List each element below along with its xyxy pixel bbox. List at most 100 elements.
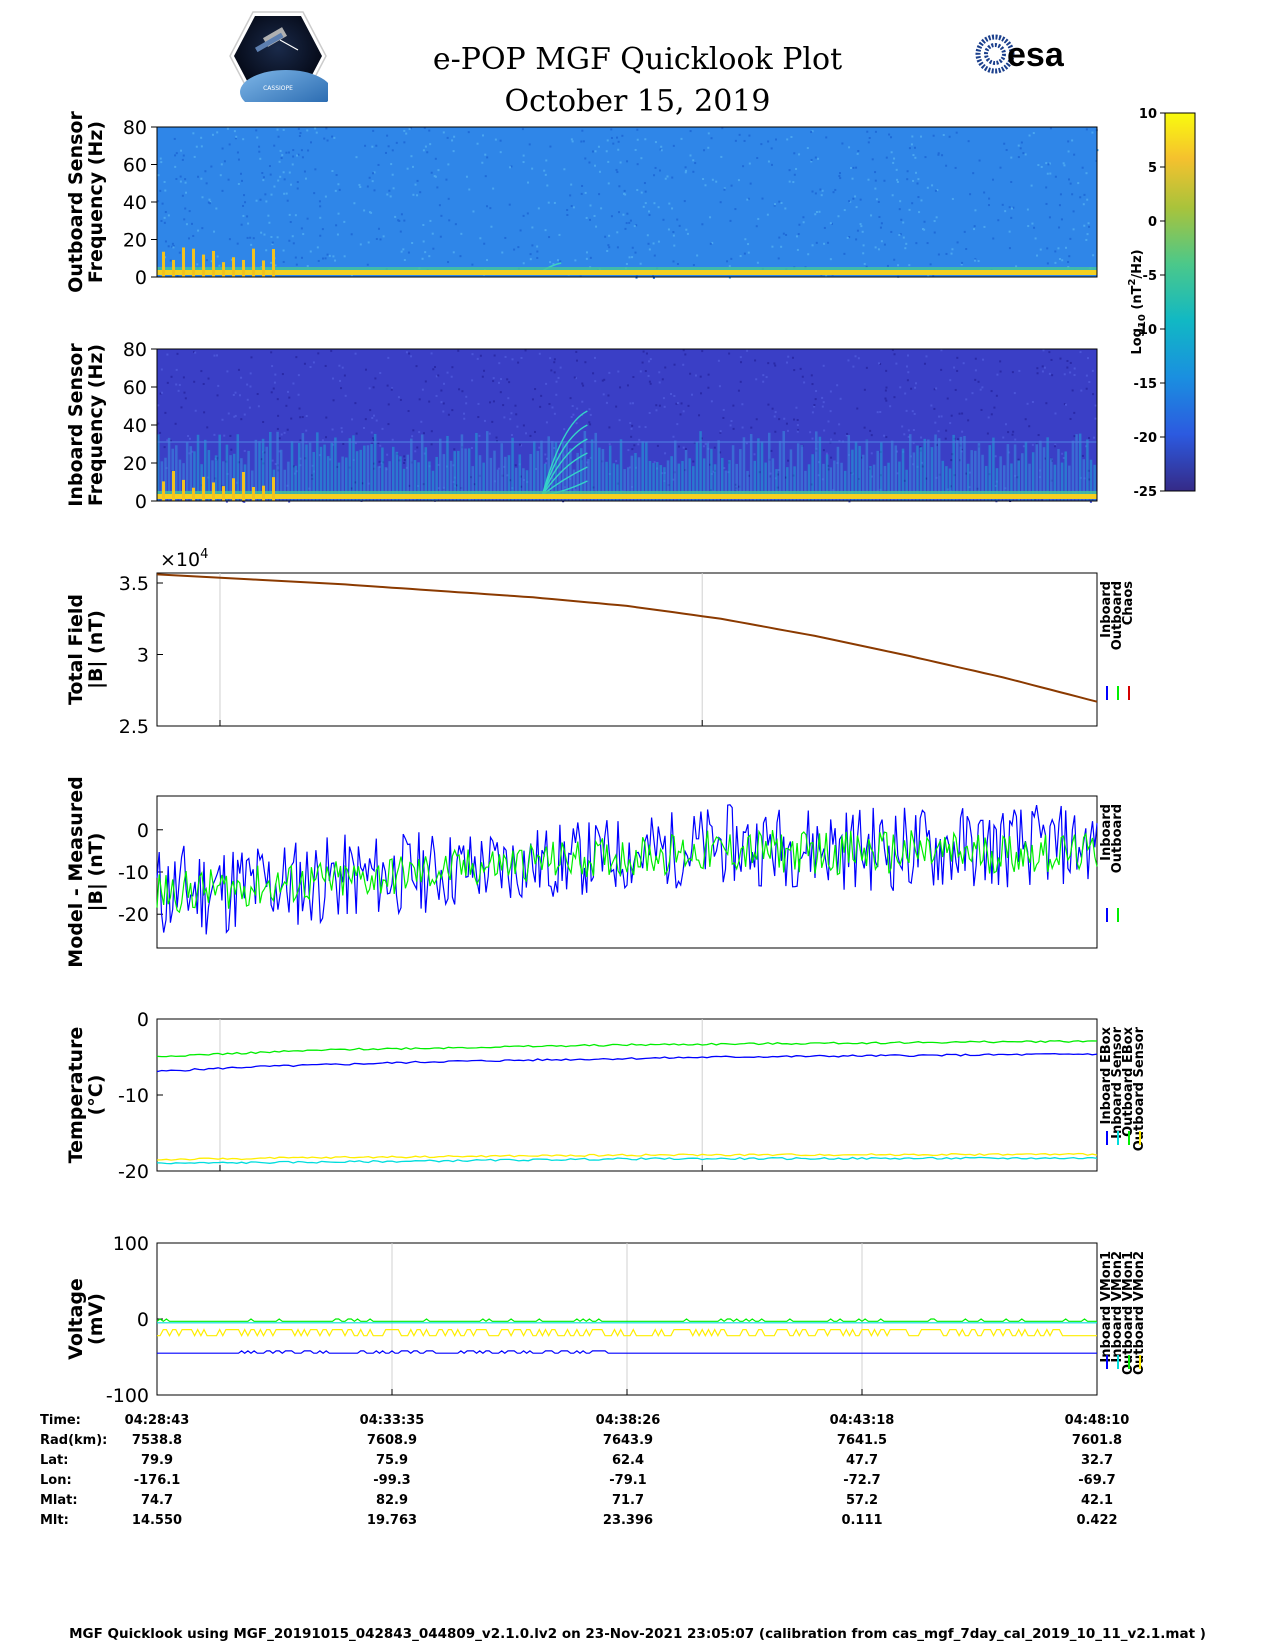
noise-pixel — [363, 209, 366, 212]
striation — [352, 435, 355, 501]
noise-pixel — [1020, 141, 1023, 144]
noise-pixel — [591, 150, 594, 153]
noise-pixel — [1091, 131, 1094, 134]
noise-pixel — [263, 451, 266, 454]
striation — [587, 458, 590, 501]
noise-pixel — [788, 169, 791, 172]
striation — [475, 432, 478, 501]
noise-pixel — [992, 237, 995, 240]
noise-pixel — [999, 370, 1002, 373]
noise-pixel — [926, 186, 929, 189]
noise-pixel — [498, 362, 501, 365]
noise-pixel — [657, 240, 660, 243]
noise-pixel — [644, 426, 647, 429]
noise-pixel — [548, 403, 551, 406]
noise-pixel — [791, 356, 794, 359]
noise-pixel — [648, 210, 651, 213]
noise-pixel — [306, 265, 309, 268]
striation — [167, 437, 171, 501]
noise-pixel — [569, 194, 572, 197]
noise-pixel — [626, 160, 629, 163]
noise-pixel — [388, 189, 391, 192]
striation — [1050, 458, 1053, 501]
noise-pixel — [836, 384, 839, 387]
noise-pixel — [602, 393, 605, 396]
striation — [898, 461, 901, 501]
orbit-value: 71.7 — [612, 1493, 644, 1508]
noise-pixel — [915, 242, 918, 245]
noise-pixel — [960, 263, 963, 266]
noise-pixel — [281, 373, 284, 376]
noise-pixel — [977, 260, 980, 263]
noise-pixel — [403, 141, 406, 144]
striation — [815, 431, 818, 501]
noise-pixel — [598, 170, 601, 173]
striation — [511, 437, 514, 501]
striation — [1021, 453, 1024, 501]
noise-pixel — [325, 127, 328, 130]
noise-pixel — [509, 166, 512, 169]
noise-pixel — [221, 418, 224, 421]
noise-pixel — [202, 382, 205, 385]
noise-pixel — [408, 352, 411, 355]
striation — [312, 451, 315, 501]
noise-pixel — [610, 128, 613, 131]
noise-pixel — [292, 242, 295, 245]
total-field-multiplier: ×104 — [160, 547, 208, 571]
striation — [901, 448, 905, 501]
orbit-value: 79.9 — [141, 1453, 173, 1468]
noise-pixel — [645, 352, 648, 355]
noise-pixel — [447, 413, 450, 416]
noise-pixel — [296, 181, 299, 184]
noise-pixel — [704, 442, 707, 445]
noise-pixel — [437, 374, 440, 377]
noise-pixel — [652, 242, 655, 245]
noise-pixel — [616, 171, 619, 174]
noise-pixel — [680, 402, 683, 405]
noise-pixel — [298, 407, 301, 410]
noise-pixel — [679, 413, 682, 416]
striation — [189, 446, 193, 501]
noise-pixel — [710, 400, 713, 403]
striation — [894, 445, 898, 501]
noise-pixel — [1024, 153, 1027, 156]
total-field-frame — [156, 572, 1098, 727]
noise-pixel — [890, 230, 893, 233]
noise-pixel — [1085, 238, 1088, 241]
striation — [688, 458, 691, 501]
striation — [522, 468, 525, 501]
noise-pixel — [699, 375, 702, 378]
noise-pixel — [974, 209, 977, 212]
noise-pixel — [1011, 371, 1014, 374]
noise-pixel — [279, 175, 282, 178]
noise-pixel — [536, 256, 539, 259]
noise-pixel — [501, 251, 504, 254]
noise-pixel — [793, 152, 796, 155]
noise-pixel — [615, 168, 618, 171]
noise-pixel — [892, 161, 895, 164]
noise-pixel — [172, 244, 175, 247]
noise-pixel — [295, 263, 298, 266]
noise-pixel — [538, 352, 541, 355]
noise-pixel — [242, 214, 245, 217]
noise-pixel — [843, 252, 846, 255]
noise-pixel — [402, 248, 405, 251]
noise-pixel — [937, 430, 940, 433]
noise-pixel — [416, 179, 419, 182]
noise-pixel — [770, 449, 773, 452]
noise-pixel — [216, 354, 219, 357]
striation — [851, 449, 854, 501]
noise-pixel — [262, 176, 265, 179]
noise-pixel — [629, 402, 632, 405]
noise-pixel — [767, 362, 770, 365]
colorbar-label: Log10 (nT2/Hz) — [1127, 249, 1148, 354]
noise-pixel — [945, 429, 948, 432]
noise-pixel — [279, 149, 282, 152]
noise-pixel — [278, 160, 281, 163]
noise-pixel — [670, 393, 673, 396]
noise-pixel — [1062, 162, 1065, 165]
noise-pixel — [343, 255, 346, 258]
noise-pixel — [1017, 458, 1020, 461]
striation — [822, 463, 825, 501]
striation — [457, 450, 460, 501]
